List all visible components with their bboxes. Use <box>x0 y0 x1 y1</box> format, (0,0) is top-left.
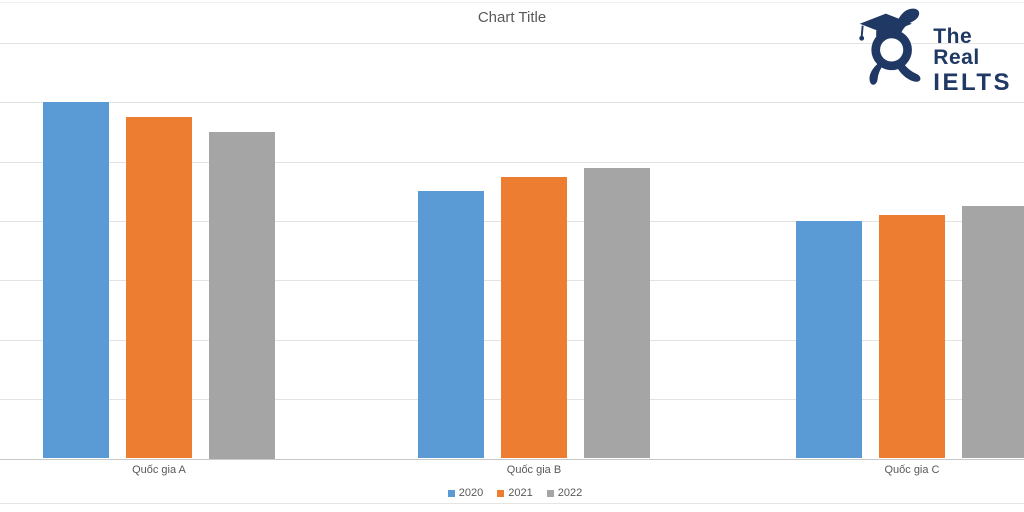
bottom-separator-line <box>0 503 1024 504</box>
bar-a-2022 <box>209 132 276 459</box>
category-label-b: Quốc gia B <box>506 464 562 476</box>
legend: 2020 2021 2022 <box>0 487 1024 499</box>
legend-marker-2021 <box>497 489 505 497</box>
logo-text-line2: IELTS <box>933 69 1013 96</box>
logo-text-line1: The Real <box>933 25 980 69</box>
bar-b-2020 <box>417 191 484 459</box>
top-border-line <box>0 2 1024 3</box>
category-label-a: Quốc gia A <box>132 464 186 476</box>
bar-b-2021 <box>501 176 567 459</box>
bar-a-2021 <box>126 117 192 459</box>
bar-c-2022 <box>962 206 1024 459</box>
legend-label-2020: 2020 <box>458 487 484 499</box>
logo-text: The Real IELTS <box>933 26 1024 95</box>
gridline-70 <box>0 43 1024 44</box>
legend-item-2020: 2020 <box>447 487 484 499</box>
bar-a-2020 <box>42 102 109 459</box>
bar-b-2022 <box>584 167 651 459</box>
legend-item-2021: 2021 <box>497 487 533 499</box>
rabbit-graduate-mascot-icon <box>859 8 921 85</box>
x-axis-line <box>0 458 1024 460</box>
gridline-50 <box>0 161 1024 163</box>
legend-label-2022: 2022 <box>557 487 583 499</box>
legend-marker-2020 <box>447 489 455 497</box>
legend-marker-2022 <box>546 489 554 497</box>
bar-c-2020 <box>795 221 862 459</box>
chart-title: Chart Title <box>477 9 547 26</box>
brand-logo: The Real IELTS <box>853 3 1024 95</box>
bar-c-2021 <box>879 215 945 459</box>
legend-label-2021: 2021 <box>508 487 533 499</box>
category-label-c: Quốc gia C <box>884 464 940 476</box>
gridline-60 <box>0 102 1024 104</box>
legend-item-2022: 2022 <box>546 487 583 499</box>
